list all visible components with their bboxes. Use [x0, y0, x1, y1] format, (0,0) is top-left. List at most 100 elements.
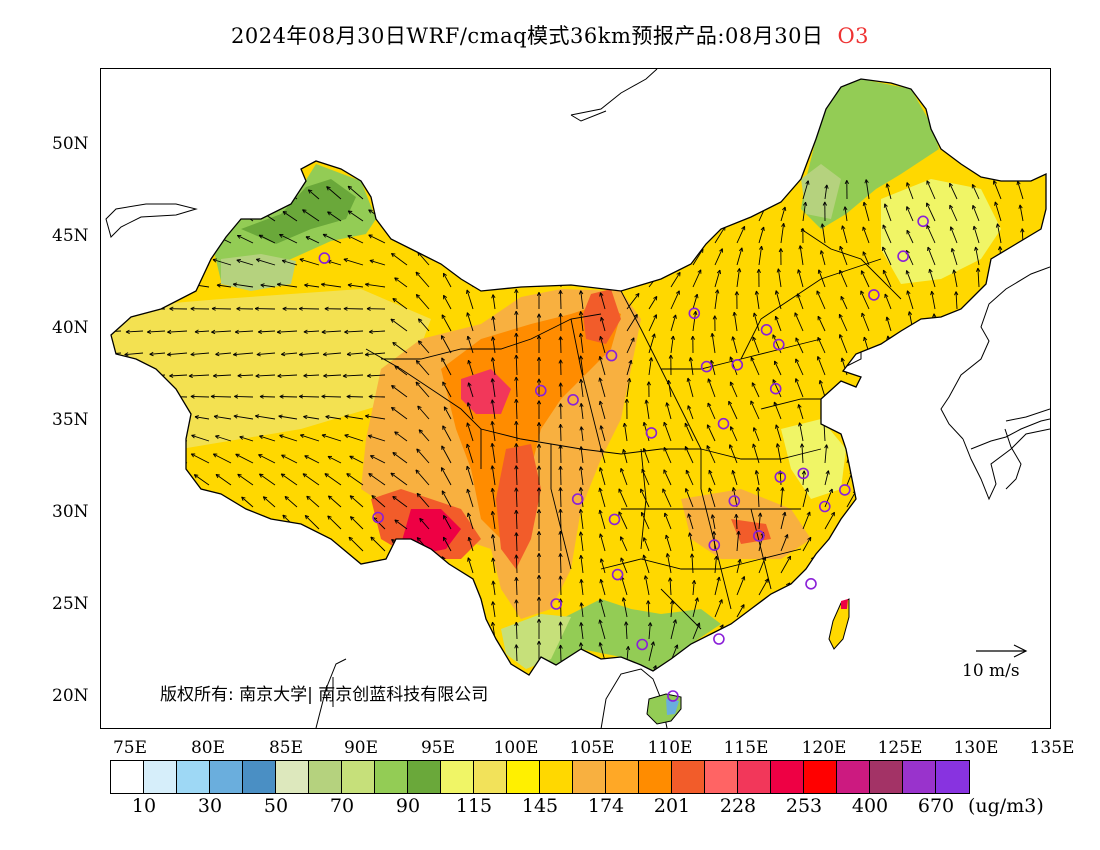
wind-arrow-head: [175, 497, 179, 502]
wind-arrow: [259, 435, 276, 442]
wind-arrow: [371, 561, 386, 574]
wind-arrow: [515, 622, 518, 640]
wind-arrow: [491, 443, 496, 464]
legend-swatch: [276, 761, 309, 793]
wind-arrow-head: [188, 373, 193, 377]
wind-arrow-head: [763, 185, 768, 189]
wind-arrow: [213, 453, 232, 464]
wind-arrow: [840, 296, 848, 310]
wind-arrow-head: [260, 210, 265, 213]
map-frame: [100, 68, 1051, 729]
wind-arrow-head: [102, 704, 106, 706]
wind-arrow-head: [833, 558, 838, 561]
wind-arrow: [580, 227, 584, 244]
wind-arrow: [259, 185, 276, 200]
wind-arrow-head: [599, 642, 603, 646]
wind-arrow: [599, 356, 606, 376]
wind-arrow: [441, 445, 452, 464]
wind-arrow-head: [127, 209, 132, 212]
wind-arrow-head: [281, 559, 285, 564]
wind-arrow-head: [102, 374, 106, 376]
wind-arrow-head: [149, 375, 154, 378]
wind-arrow-head: [284, 495, 289, 498]
wind-arrow: [148, 583, 166, 596]
wind-arrow-head: [538, 531, 542, 536]
wind-arrow-head: [963, 404, 968, 407]
wind-arrow-head: [514, 223, 517, 228]
wind-arrow-head: [126, 583, 130, 588]
wind-arrow: [1022, 247, 1025, 266]
wind-arrow-head: [985, 357, 990, 361]
wind-arrow-head: [712, 315, 716, 320]
wind-arrow-head: [558, 644, 561, 649]
wind-arrow-head: [255, 258, 260, 263]
wind-arrow: [492, 601, 496, 618]
wind-arrow-head: [536, 292, 540, 296]
wind-arrow: [952, 688, 957, 705]
wind-arrow: [443, 295, 452, 310]
wind-arrow-head: [515, 420, 519, 425]
wind-arrow: [730, 426, 738, 442]
wind-arrow-head: [908, 311, 913, 315]
wind-arrow-head: [720, 208, 725, 211]
wind-arrow: [757, 487, 760, 508]
wind-arrow-head: [979, 601, 983, 607]
wind-arrow: [912, 514, 928, 530]
wind-arrow: [211, 330, 232, 333]
wind-arrow-head: [284, 585, 287, 591]
wind-arrow: [599, 598, 606, 618]
city-station: [713, 633, 725, 645]
wind-arrow-head: [853, 665, 858, 669]
wind-arrow-head: [560, 508, 563, 513]
wind-arrow: [559, 509, 562, 530]
wind-arrow: [467, 227, 474, 244]
wind-arrow-head: [443, 294, 448, 298]
wind-arrow-head: [167, 352, 172, 356]
wind-arrow-head: [346, 473, 351, 475]
wind-arrow: [839, 270, 848, 288]
wind-arrow-head: [492, 270, 496, 275]
wind-arrow-head: [580, 531, 584, 536]
wind-arrow: [1000, 515, 1009, 530]
wind-arrow-head: [737, 558, 741, 563]
wind-arrow-head: [993, 180, 998, 184]
wind-arrow-head: [123, 415, 127, 419]
wind-arrow: [191, 259, 210, 266]
wind-arrow-head: [729, 356, 734, 360]
wind-arrow-head: [194, 329, 199, 333]
wind-arrow-head: [728, 691, 729, 695]
wind-arrow: [240, 188, 254, 200]
wind-arrow-head: [394, 673, 399, 675]
wind-arrow: [953, 665, 958, 675]
wind-arrow-head: [236, 209, 241, 211]
wind-arrow-head: [746, 184, 749, 189]
wind-arrow: [515, 421, 518, 442]
wind-arrow-head: [128, 560, 132, 565]
wind-arrow-head: [665, 534, 667, 539]
wind-arrow-head: [131, 518, 135, 523]
wind-arrow-head: [1026, 534, 1029, 539]
wind-arrow-head: [675, 314, 677, 319]
wind-arrow-head: [102, 682, 106, 684]
wind-arrow: [934, 359, 940, 376]
wind-arrow-head: [578, 487, 582, 492]
wind-arrow-head: [952, 688, 955, 691]
wind-arrow-head: [579, 685, 580, 689]
wind-arrow-head: [111, 518, 115, 521]
wind-arrow: [172, 474, 188, 486]
wind-arrow: [237, 234, 254, 244]
wind-arrow: [978, 581, 983, 596]
wind-arrow: [215, 352, 232, 355]
wind-arrow: [838, 314, 848, 332]
wind-arrow-head: [514, 332, 517, 337]
lon-label-110e: 110E: [647, 738, 693, 758]
wind-arrow: [282, 211, 298, 222]
wind-arrow-head: [732, 336, 736, 340]
wind-arrow-head: [914, 378, 918, 383]
wind-arrow-head: [580, 602, 584, 607]
wind-arrow-head: [716, 555, 719, 560]
wind-arrow-head: [906, 249, 910, 254]
wind-arrow-head: [1004, 557, 1007, 562]
wind-arrow-head: [101, 330, 105, 332]
wind-arrow-head: [622, 449, 624, 454]
